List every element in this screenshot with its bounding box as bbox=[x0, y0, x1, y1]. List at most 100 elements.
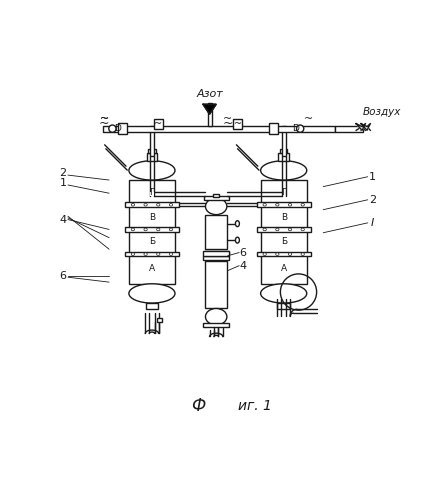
Bar bbox=[204, 322, 229, 328]
Ellipse shape bbox=[157, 204, 160, 206]
Ellipse shape bbox=[263, 253, 266, 256]
Bar bbox=[129, 180, 175, 284]
Polygon shape bbox=[361, 124, 370, 130]
Bar bbox=[118, 123, 127, 134]
Bar bbox=[205, 260, 227, 308]
Ellipse shape bbox=[289, 253, 292, 256]
Ellipse shape bbox=[261, 284, 307, 303]
Text: Воздух: Воздух bbox=[363, 108, 401, 118]
Bar bbox=[150, 192, 154, 196]
Text: В: В bbox=[280, 212, 287, 222]
Text: Г: Г bbox=[149, 188, 155, 197]
Bar bbox=[207, 102, 212, 126]
Bar bbox=[213, 194, 219, 197]
Text: иг. 1: иг. 1 bbox=[238, 398, 272, 412]
Bar bbox=[205, 214, 227, 249]
Bar bbox=[204, 196, 229, 200]
Bar bbox=[125, 227, 179, 232]
Ellipse shape bbox=[276, 204, 279, 206]
Text: I: I bbox=[371, 218, 374, 228]
Bar bbox=[204, 250, 229, 254]
Text: Г: Г bbox=[281, 188, 286, 197]
Ellipse shape bbox=[261, 161, 307, 180]
Ellipse shape bbox=[131, 204, 135, 206]
Ellipse shape bbox=[301, 204, 304, 206]
Ellipse shape bbox=[131, 253, 135, 256]
Ellipse shape bbox=[289, 204, 292, 206]
Ellipse shape bbox=[276, 228, 279, 231]
Bar bbox=[150, 126, 154, 156]
Bar bbox=[102, 126, 335, 132]
Ellipse shape bbox=[301, 253, 304, 256]
Text: 1: 1 bbox=[60, 178, 66, 188]
Ellipse shape bbox=[144, 204, 147, 206]
Ellipse shape bbox=[263, 204, 266, 206]
Ellipse shape bbox=[144, 228, 147, 231]
Text: D: D bbox=[114, 124, 121, 133]
Text: ~: ~ bbox=[99, 114, 109, 124]
Text: ~: ~ bbox=[99, 116, 109, 130]
Ellipse shape bbox=[144, 253, 147, 256]
Bar bbox=[204, 256, 229, 260]
Text: 6: 6 bbox=[239, 248, 246, 258]
Ellipse shape bbox=[169, 204, 173, 206]
Bar bbox=[257, 252, 311, 256]
Ellipse shape bbox=[205, 198, 227, 214]
Ellipse shape bbox=[129, 161, 175, 180]
Bar bbox=[204, 251, 229, 256]
Text: 6: 6 bbox=[60, 270, 66, 280]
Polygon shape bbox=[356, 124, 366, 130]
Ellipse shape bbox=[301, 228, 304, 231]
Ellipse shape bbox=[297, 125, 304, 132]
Bar bbox=[125, 202, 179, 207]
Bar bbox=[125, 252, 179, 256]
Ellipse shape bbox=[289, 228, 292, 231]
Text: Б: Б bbox=[280, 238, 287, 246]
Text: 4: 4 bbox=[60, 214, 67, 224]
Ellipse shape bbox=[109, 125, 116, 132]
Bar bbox=[157, 318, 162, 322]
Bar bbox=[148, 148, 156, 152]
Ellipse shape bbox=[169, 228, 173, 231]
Text: Азот: Азот bbox=[196, 90, 223, 100]
Bar bbox=[280, 148, 287, 152]
Bar bbox=[233, 120, 242, 128]
Bar bbox=[257, 202, 311, 207]
Text: 2: 2 bbox=[369, 195, 376, 205]
Text: 4: 4 bbox=[239, 260, 246, 270]
Ellipse shape bbox=[157, 228, 160, 231]
Bar bbox=[147, 152, 157, 161]
Text: ~: ~ bbox=[99, 114, 109, 124]
Bar bbox=[281, 126, 286, 156]
Bar bbox=[335, 126, 363, 132]
Text: ~: ~ bbox=[222, 116, 233, 130]
Ellipse shape bbox=[129, 284, 175, 303]
Bar bbox=[154, 120, 163, 128]
Text: 2: 2 bbox=[60, 168, 67, 178]
Text: А: А bbox=[280, 264, 287, 274]
Text: Ф: Ф bbox=[191, 396, 205, 414]
Bar bbox=[269, 123, 278, 134]
Ellipse shape bbox=[235, 237, 239, 243]
Ellipse shape bbox=[276, 253, 279, 256]
Text: В: В bbox=[149, 212, 155, 222]
Text: ~: ~ bbox=[223, 114, 232, 124]
Text: Б: Б bbox=[149, 238, 155, 246]
Ellipse shape bbox=[131, 228, 135, 231]
Text: D: D bbox=[292, 124, 298, 133]
Bar bbox=[146, 303, 158, 309]
Text: ~: ~ bbox=[154, 119, 163, 129]
Text: А: А bbox=[149, 264, 155, 274]
Text: 1: 1 bbox=[369, 172, 376, 181]
Ellipse shape bbox=[205, 308, 227, 325]
Ellipse shape bbox=[157, 253, 160, 256]
Ellipse shape bbox=[235, 220, 239, 226]
Bar bbox=[257, 227, 311, 232]
Bar bbox=[278, 303, 290, 309]
Ellipse shape bbox=[169, 253, 173, 256]
Bar bbox=[261, 180, 307, 284]
Text: ~: ~ bbox=[304, 114, 313, 124]
Text: ~: ~ bbox=[233, 119, 242, 129]
Ellipse shape bbox=[263, 228, 266, 231]
Polygon shape bbox=[203, 104, 216, 114]
